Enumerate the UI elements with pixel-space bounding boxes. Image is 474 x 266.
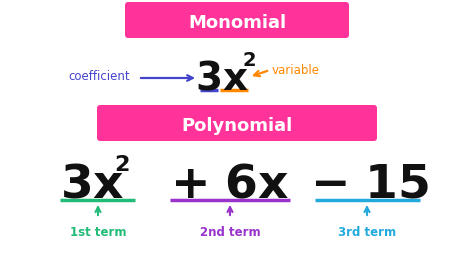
Text: $\mathbf{+\ 6x}$: $\mathbf{+\ 6x}$ bbox=[170, 163, 290, 207]
Text: $\mathbf{2}$: $\mathbf{2}$ bbox=[114, 155, 130, 175]
Text: Polynomial: Polynomial bbox=[182, 117, 292, 135]
Text: Monomial: Monomial bbox=[188, 14, 286, 32]
FancyBboxPatch shape bbox=[125, 2, 349, 38]
Text: $\mathbf{-\ 15}$: $\mathbf{-\ 15}$ bbox=[310, 163, 430, 207]
Text: 1st term: 1st term bbox=[70, 226, 126, 239]
Text: coefficient: coefficient bbox=[68, 69, 129, 82]
Text: variable: variable bbox=[272, 64, 320, 77]
FancyBboxPatch shape bbox=[97, 105, 377, 141]
Text: 2nd term: 2nd term bbox=[200, 226, 260, 239]
Text: $\mathbf{3x}$: $\mathbf{3x}$ bbox=[60, 163, 124, 207]
Text: 3rd term: 3rd term bbox=[338, 226, 396, 239]
Text: $\mathbf{3x}$: $\mathbf{3x}$ bbox=[195, 59, 249, 97]
Text: $\mathbf{2}$: $\mathbf{2}$ bbox=[242, 51, 256, 69]
